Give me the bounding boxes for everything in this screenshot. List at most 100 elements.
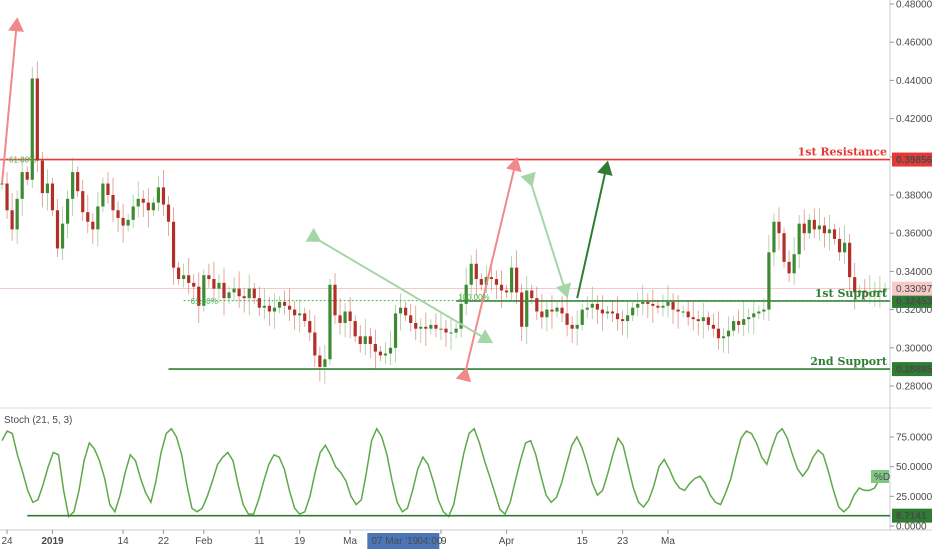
level-name: 2nd Support [810,355,888,368]
candle-body [202,275,206,306]
candle-body [802,223,806,234]
candle-body [439,328,443,330]
candle-body [520,292,524,327]
time-tick-label: 15 [577,536,589,547]
candle-body [585,307,589,310]
time-tick-label: 24 [1,536,13,547]
candle-body [762,309,766,312]
candle-body [848,242,852,278]
candle-body [590,303,594,308]
time-tick-label: Feb [195,536,213,547]
range-arrow [455,156,522,383]
candle-body [772,221,776,253]
candle-body [409,315,413,323]
candle-body [767,252,771,310]
projection-arrow [576,160,613,299]
candle-body [71,172,75,199]
candle-body [792,254,796,274]
candle-body [146,202,150,211]
level-price-label: 0.28885 [896,365,932,376]
price-axis[interactable]: 0.480000.460000.440000.420000.400000.380… [890,0,932,393]
candle-body [454,328,458,333]
candle-body [393,313,398,348]
price-tick-label: 0.32000 [896,305,932,316]
candle-body [499,284,504,291]
candle-body [277,301,282,308]
candle-body [540,311,544,318]
candle-body [560,307,564,314]
candle-body [171,221,176,268]
candle-body [615,313,620,320]
candle-body [398,307,403,314]
candle-body [489,277,494,280]
candle-body [141,198,145,203]
candle-body [318,355,322,367]
candle-body [20,172,24,199]
time-tick-label: 2019 [41,536,64,547]
candle-body [373,343,377,352]
candle-body [469,263,473,285]
level-labels: 1st Resistance 0.39856 1st Support 0.32453 2… [9,146,932,377]
fib-label: 100.00% [458,293,490,302]
candle-body [797,223,801,255]
candle-body [166,204,171,222]
candle-body [530,290,534,299]
candle-body [348,311,352,322]
candle-body [232,288,236,293]
stoch-line [1,427,886,518]
candle-body [737,321,741,325]
time-tick-label: 23 [617,536,629,547]
candle-body [641,301,645,304]
candle-body [101,183,105,207]
candle-body [10,210,14,230]
level-name: 1st Support [815,287,888,300]
candle-body [111,195,115,211]
candle-body [716,328,721,339]
candle-body [197,286,201,306]
candle-body [878,290,882,292]
level-price-tag [892,293,932,308]
candle-body [328,284,332,360]
candle-body [580,309,584,325]
candle-body [509,267,514,293]
candle-body [5,183,9,211]
candle-body [626,315,630,322]
candle-body [535,298,539,312]
candle-body [605,311,610,314]
candle-body [595,303,599,310]
candle-body [711,324,716,329]
candle-body [434,324,438,329]
current-price-label: 0.33097 [896,284,932,295]
candle-body [358,336,362,344]
time-axis[interactable]: 24 2019 14 22 Feb 11 19 Ma 19 Apr 15 23 Ma 07 Mar '19… [1,530,675,549]
current-price-tag [892,281,932,296]
candle-body [570,324,574,329]
candle-body [333,284,337,316]
price-tick-label: 0.36000 [896,229,932,240]
candle-body [40,160,44,194]
candle-body [832,229,837,239]
time-tick-label: 19 [294,536,306,547]
time-tick-label: Ma [343,536,357,547]
candle-body [383,353,388,356]
candle-body [701,317,705,322]
candle-body [343,311,347,323]
candle-body [671,301,675,310]
candle-body [252,288,256,299]
candle-body [242,296,246,299]
stoch-tick-label: 0.0000 [896,522,927,533]
candle-body [757,311,761,314]
level-price-label: 0.39856 [896,155,932,166]
candle-body [752,313,756,318]
candle-body [696,319,700,322]
candle-body [298,313,302,316]
stoch-axis[interactable]: 75.0000 50.0000 25.0000 0.0000 [890,433,932,533]
candle-body [610,311,615,314]
candle-body [479,279,483,285]
candle-body [363,336,367,344]
candle-body [287,305,292,310]
candle-body [863,290,867,293]
candle-body [656,305,660,308]
candle-body [429,324,433,329]
